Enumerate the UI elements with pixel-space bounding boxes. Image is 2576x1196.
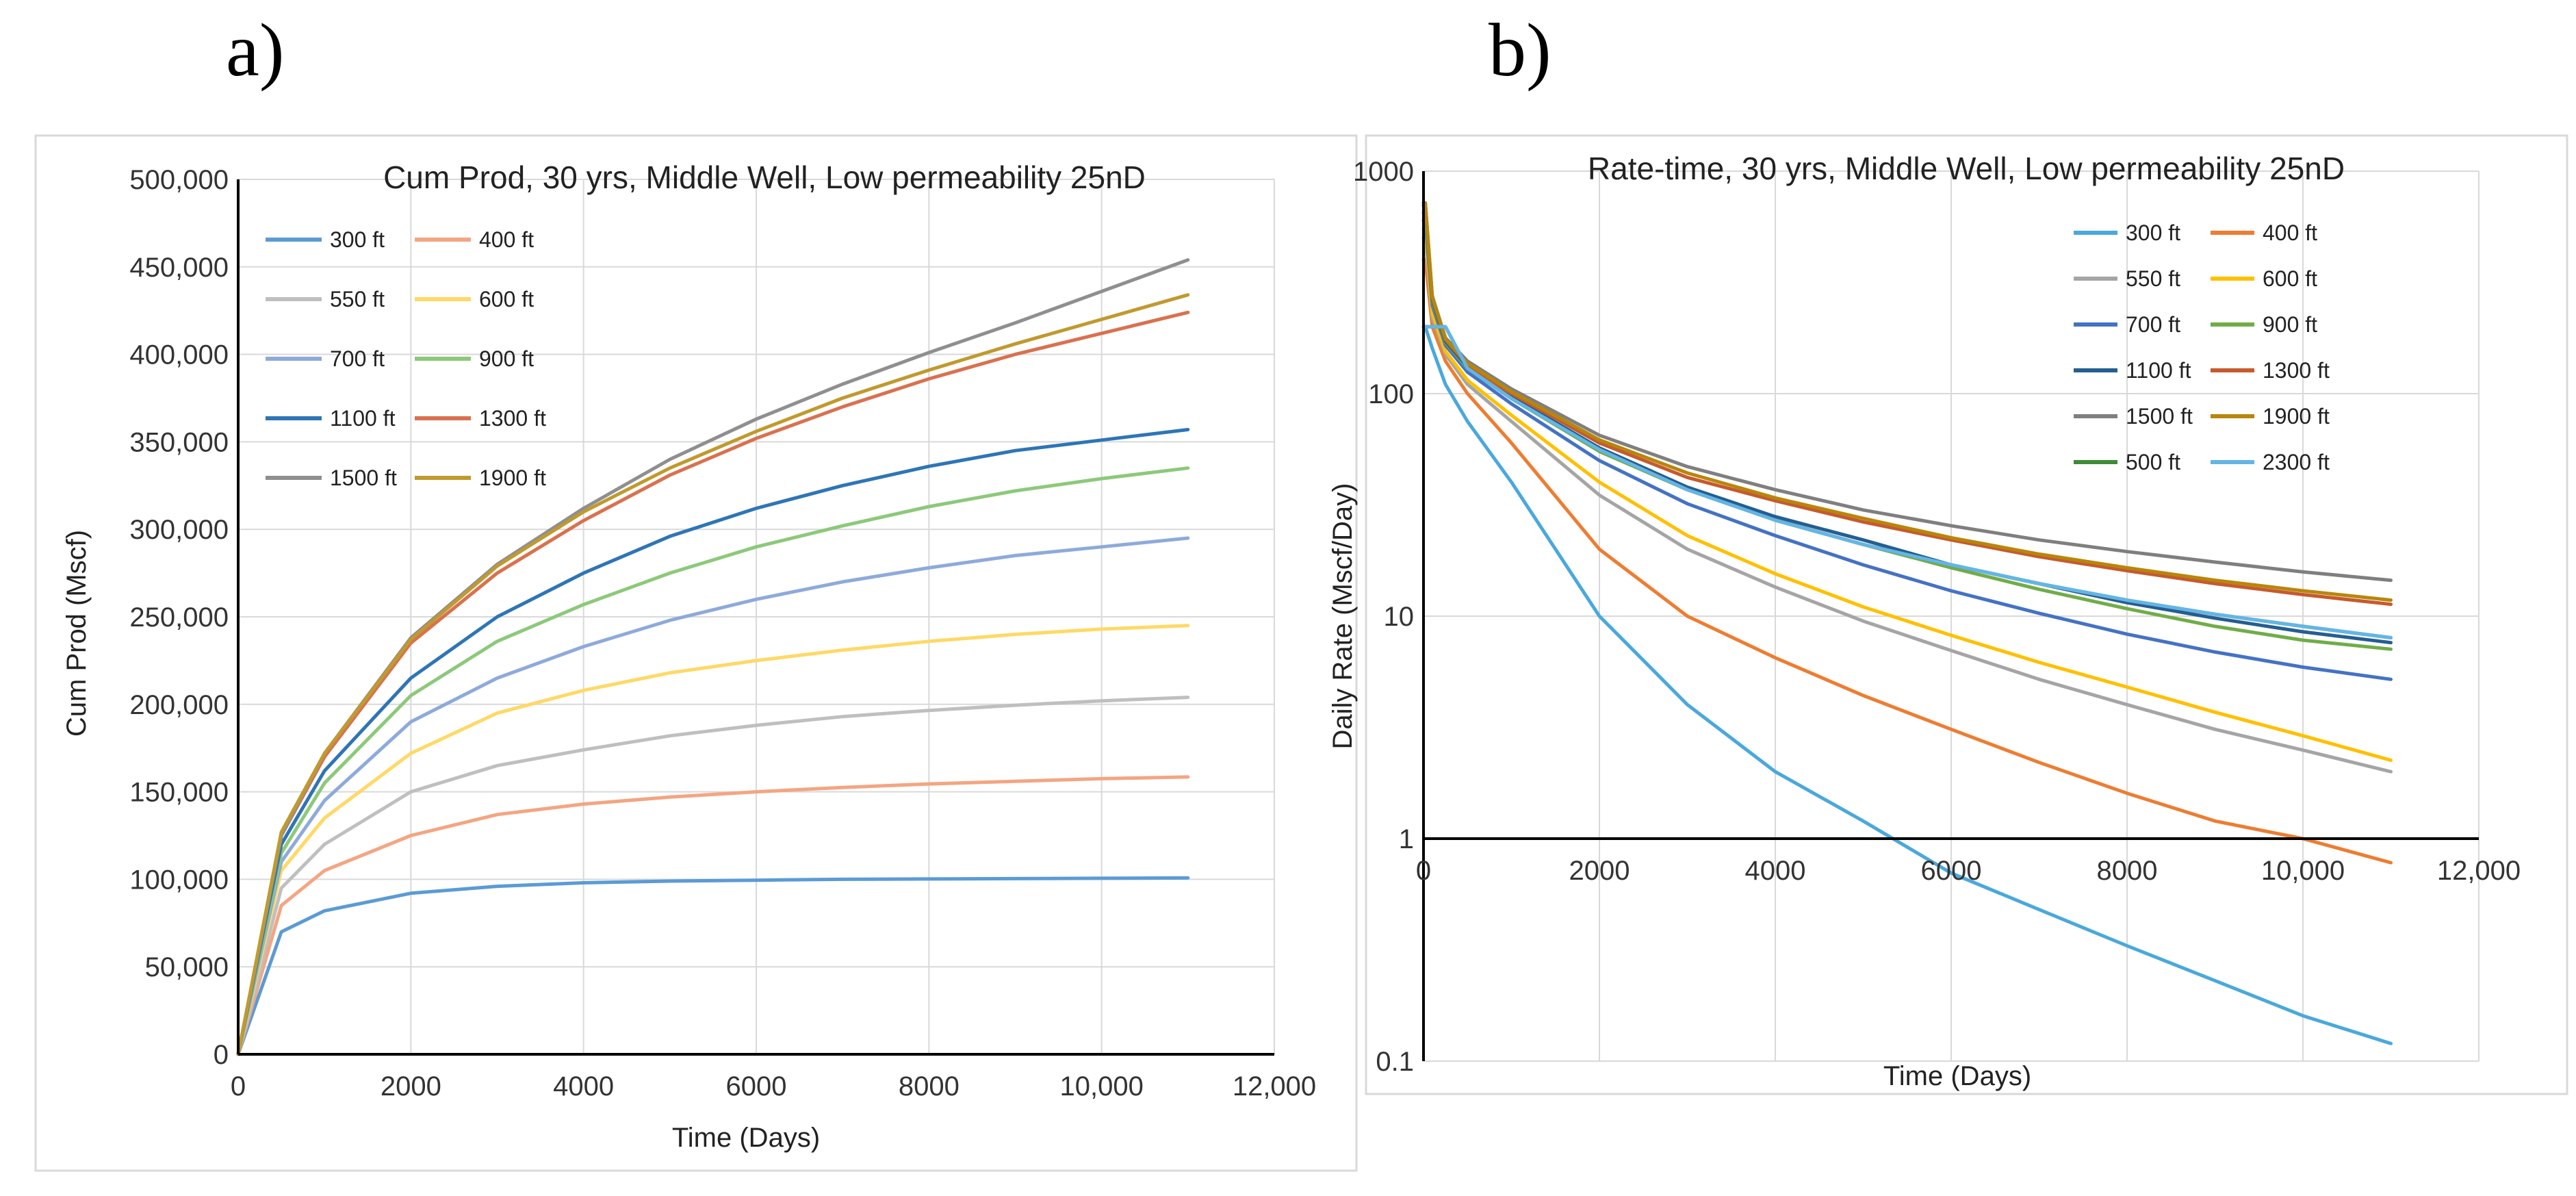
chart-b-y-tick-label: 100 (1368, 379, 1414, 409)
chart-a-series-300-ft (236, 876, 1190, 1056)
chart-b-legend-label: 700 ft (2126, 312, 2180, 337)
chart-a-x-tick-label: 10,000 (1059, 1071, 1143, 1102)
chart-b-rate-time: 0.1 1 10 100 1000 0 2000 4000 6000 8000 10,000 12,0… (1328, 134, 2568, 1095)
chart-b-title: Rate-time, 30 yrs, Middle Well, Low perm… (1588, 151, 2345, 186)
chart-b-series-400-ft (1421, 257, 2393, 865)
chart-a-cum-prod: 0 50,000 100,000 150,000 200,000 250,000 300,0… (34, 134, 1358, 1172)
chart-a-legend-label: 700 ft (330, 346, 385, 371)
chart-b-y-tick-label: 1000 (1353, 157, 1414, 187)
chart-a-legend-label: 300 ft (330, 227, 385, 252)
chart-b-legend-label: 400 ft (2263, 220, 2317, 245)
chart-a-x-tick-label: 6000 (726, 1071, 787, 1102)
chart-a-axes (237, 179, 1274, 1056)
chart-b-series-600-ft (1421, 227, 2393, 762)
chart-a-x-tick-label: 8000 (899, 1071, 959, 1102)
chart-b-tick-labels: 0.1 1 10 100 1000 0 2000 4000 6000 8000 10,000 12,0… (1353, 157, 2521, 1077)
chart-a-y-tick-label: 500,000 (129, 165, 229, 195)
chart-a-legend-label: 1500 ft (330, 466, 397, 490)
chart-a-series-1100-ft (236, 428, 1190, 1056)
chart-a-legend-label: 400 ft (479, 227, 534, 252)
chart-a-x-tick-label: 2000 (381, 1071, 441, 1102)
chart-b-legend: 300 ft 400 ft 550 ft 600 ft 700 ft 900 ft 1100… (2074, 220, 2330, 474)
chart-b-x-tick-label: 8000 (2097, 856, 2158, 886)
chart-a-legend-label: 1300 ft (479, 406, 546, 431)
chart-a-y-tick-label: 100,000 (129, 865, 229, 895)
chart-b-axes (1422, 171, 2479, 1061)
chart-a-y-tick-label: 350,000 (129, 427, 229, 457)
chart-a-series-400-ft (236, 775, 1190, 1056)
chart-b-legend-label: 1100 ft (2126, 358, 2191, 383)
chart-a-title: Cum Prod, 30 yrs, Middle Well, Low perme… (383, 160, 1146, 195)
chart-b-series (1421, 201, 2393, 1045)
chart-b-x-tick-label: 10,000 (2261, 856, 2345, 886)
chart-b-series-1900-ft (1421, 201, 2393, 602)
chart-a-y-tick-label: 200,000 (129, 690, 229, 720)
chart-b-legend-label: 300 ft (2126, 220, 2180, 245)
chart-a-legend-label: 1100 ft (330, 406, 396, 431)
chart-a-y-tick-label: 300,000 (129, 515, 229, 545)
chart-a-x-tick-label: 12,000 (1233, 1071, 1316, 1102)
chart-a-series-600-ft (236, 624, 1190, 1056)
chart-a-series (236, 258, 1190, 1056)
chart-b-y-tick-label: 10 (1384, 602, 1415, 632)
chart-a-legend-label: 600 ft (479, 287, 534, 311)
chart-b-y-tick-label: 0.1 (1376, 1047, 1414, 1077)
chart-b-ylabel: Daily Rate (Mscf/Day) (1328, 483, 1358, 750)
chart-a-series-700-ft (236, 536, 1190, 1056)
chart-b-x-tick-label: 2000 (1569, 856, 1630, 886)
chart-a-x-tick-label: 4000 (553, 1071, 614, 1102)
chart-b-legend-label: 1900 ft (2263, 404, 2330, 429)
chart-a-frame (34, 134, 1358, 1172)
chart-a-tick-labels: 0 50,000 100,000 150,000 200,000 250,000 300,0… (129, 165, 1316, 1102)
chart-a-y-tick-label: 50,000 (145, 952, 229, 982)
chart-b-legend-label: 500 ft (2126, 450, 2180, 474)
chart-a-y-tick-label: 450,000 (129, 253, 229, 283)
chart-b-x-tick-label: 0 (1416, 856, 1431, 886)
panel-label-b: b) (1489, 8, 1551, 92)
chart-b-x-tick-label: 6000 (1921, 856, 1982, 886)
chart-b-legend-label: 550 ft (2126, 266, 2180, 291)
chart-a-series-900-ft (236, 466, 1190, 1056)
chart-b-y-tick-label: 1 (1399, 824, 1414, 854)
chart-b-legend-label: 2300 ft (2263, 450, 2330, 474)
chart-b-frame (1365, 134, 2568, 1095)
chart-a-series-550-ft (236, 696, 1190, 1056)
chart-a-y-tick-label: 0 (214, 1040, 229, 1070)
chart-a-y-tick-label: 400,000 (129, 340, 229, 370)
chart-a-x-tick-label: 0 (231, 1071, 246, 1102)
chart-a-ylabel: Cum Prod (Mscf) (62, 530, 92, 737)
chart-a-y-tick-label: 150,000 (129, 778, 229, 808)
panel-label-a: a) (226, 8, 284, 92)
chart-b-series-300-ft (1421, 325, 2393, 1045)
chart-a-legend-label: 1900 ft (479, 466, 546, 490)
chart-b-legend-label: 600 ft (2263, 266, 2317, 291)
chart-b-x-tick-label: 12,000 (2437, 856, 2521, 886)
chart-a-gridlines (238, 179, 1275, 1055)
chart-a-legend-label: 550 ft (330, 287, 385, 311)
chart-b-x-tick-label: 4000 (1745, 856, 1806, 886)
chart-a-y-tick-label: 250,000 (129, 602, 229, 633)
chart-a-legend-label: 900 ft (479, 346, 534, 371)
chart-a-legend: 300 ft 400 ft 550 ft 600 ft 700 ft 900 ft 1100… (266, 227, 546, 490)
chart-b-xlabel: Time (Days) (1883, 1061, 2031, 1091)
chart-b-legend-label: 1300 ft (2263, 358, 2330, 383)
chart-a-series-1900-ft (236, 293, 1190, 1056)
chart-b-series-2300-ft (1421, 325, 2393, 639)
chart-b-legend-label: 1500 ft (2126, 404, 2193, 429)
chart-a-xlabel: Time (Days) (672, 1123, 820, 1153)
chart-b-legend-label: 900 ft (2263, 312, 2317, 337)
